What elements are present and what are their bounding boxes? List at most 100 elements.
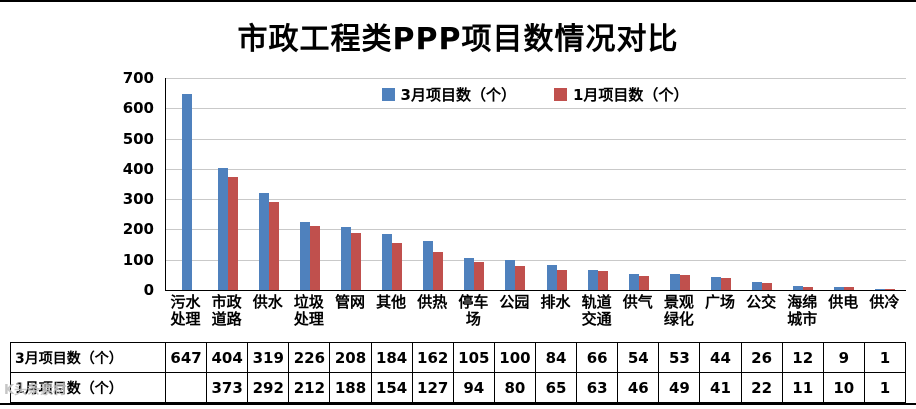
gridline: [166, 139, 906, 140]
table-cell: 54: [618, 343, 660, 373]
x-category-label: 轨道 交通: [581, 293, 612, 329]
x-category-label: 供气: [622, 293, 653, 311]
table-cell: 292: [248, 373, 290, 403]
x-category-label: 停车 场: [458, 293, 489, 329]
bar-group: [577, 78, 618, 290]
bar-series-1: [803, 286, 814, 290]
bar-series-0: [875, 288, 886, 290]
x-category-label: 市政 道路: [211, 293, 242, 329]
bar-group: [454, 78, 495, 290]
table-cell: 404: [207, 343, 249, 373]
table-cell: 44: [700, 343, 742, 373]
gridline: [166, 78, 906, 79]
bar-series-1: [474, 261, 485, 290]
x-category-label: 公交: [746, 293, 777, 311]
bar-series-1: [762, 283, 773, 290]
table-cell: 94: [453, 373, 495, 403]
table-cell: 226: [289, 343, 331, 373]
table-cell: 162: [412, 343, 454, 373]
bar-group: [166, 78, 207, 290]
x-category-label: 公园: [499, 293, 530, 311]
bottom-border-line: [0, 403, 916, 405]
bar-group: [742, 78, 783, 290]
legend-item: 3月项目数（个）: [381, 84, 516, 105]
y-tick-label: 600: [122, 99, 154, 117]
x-category-label: 排水: [540, 293, 571, 311]
watermark: K头条素材: [4, 383, 67, 398]
x-category-label: 供冷: [869, 293, 900, 311]
bar-group: [495, 78, 536, 290]
y-tick-label: 300: [122, 190, 154, 208]
table-cell: 65: [535, 373, 578, 403]
table-cell: 208: [330, 343, 372, 373]
bar-series-0: [546, 264, 557, 290]
x-category-label: 管网: [334, 293, 365, 311]
x-category-label: 垃圾 处理: [293, 293, 324, 329]
bar-group: [783, 78, 824, 290]
bar-series-0: [793, 286, 804, 290]
gridline: [166, 108, 906, 109]
bar-series-0: [181, 94, 192, 290]
y-tick-label: 400: [122, 160, 154, 178]
bar-series-0: [669, 273, 680, 290]
bar-series-1: [392, 243, 403, 290]
bar-series-1: [309, 225, 320, 290]
bar-series-1: [679, 275, 690, 290]
table-cell: 105: [453, 343, 495, 373]
legend-item: 1月项目数（个）: [554, 84, 688, 105]
table-cell: 373: [207, 373, 249, 403]
bar-series-1: [433, 251, 444, 290]
table-cell: 319: [248, 343, 290, 373]
gridline: [166, 260, 906, 261]
y-axis: 0 100 200 300 400 500 600 700: [110, 69, 160, 299]
table-cell: 53: [659, 343, 701, 373]
bar-series-0: [587, 270, 598, 290]
bar-group: [824, 78, 865, 290]
data-table: 3月项目数（个） 647 404 319 226 208 184 162 105 100 84 66 5…: [10, 342, 906, 403]
bar-group: [618, 78, 659, 290]
table-cell: 212: [289, 373, 331, 403]
legend-swatch-icon: [554, 88, 567, 101]
table-cell: 46: [618, 373, 660, 403]
bar-group: [207, 78, 248, 290]
bar-group: [372, 78, 413, 290]
bar-series-0: [752, 282, 763, 290]
bar-series-1: [597, 270, 608, 290]
table-row-label: 3月项目数（个）: [11, 343, 166, 373]
table-cell: 26: [741, 343, 783, 373]
table-cell: 41: [700, 373, 742, 403]
table-cell: 22: [741, 373, 783, 403]
x-axis-labels: 污水 处理 市政 道路 供水 垃圾 处理 管网 其他 供热 停车 场公园 排水 轨道 交通 供气 景观…: [165, 293, 905, 329]
bar-group: [700, 78, 741, 290]
table-cell: 1: [864, 373, 906, 403]
table-cell: [166, 373, 208, 403]
bar-group: [413, 78, 454, 290]
gridline: [166, 169, 906, 170]
table-cell: 66: [577, 343, 619, 373]
x-category-label: 广场: [704, 293, 735, 311]
table-cell: 1: [864, 343, 906, 373]
bar-series-0: [628, 273, 639, 290]
table-cell: 188: [330, 373, 372, 403]
x-category-label: 供热: [417, 293, 448, 311]
y-tick-label: 200: [122, 220, 154, 238]
table-cell: 647: [166, 343, 208, 373]
bar-series-0: [382, 234, 393, 290]
bar-series-1: [638, 276, 649, 290]
legend-label: 1月项目数（个）: [573, 86, 689, 104]
table-cell: 184: [371, 343, 413, 373]
bar-series-1: [515, 265, 526, 290]
bar-series-1: [227, 177, 238, 290]
table-cell: 49: [659, 373, 701, 403]
table-row-label: 1月项目数（个）: [11, 373, 166, 403]
bar-series-0: [464, 258, 475, 290]
bar-series-0: [258, 193, 269, 290]
table-cell: 9: [823, 343, 865, 373]
bar-series-0: [834, 287, 845, 290]
table-cell: 63: [577, 373, 619, 403]
x-category-label: 供水: [252, 293, 283, 311]
bar-series-1: [268, 201, 279, 290]
bar-group: [248, 78, 289, 290]
x-category-label: 其他: [376, 293, 407, 311]
